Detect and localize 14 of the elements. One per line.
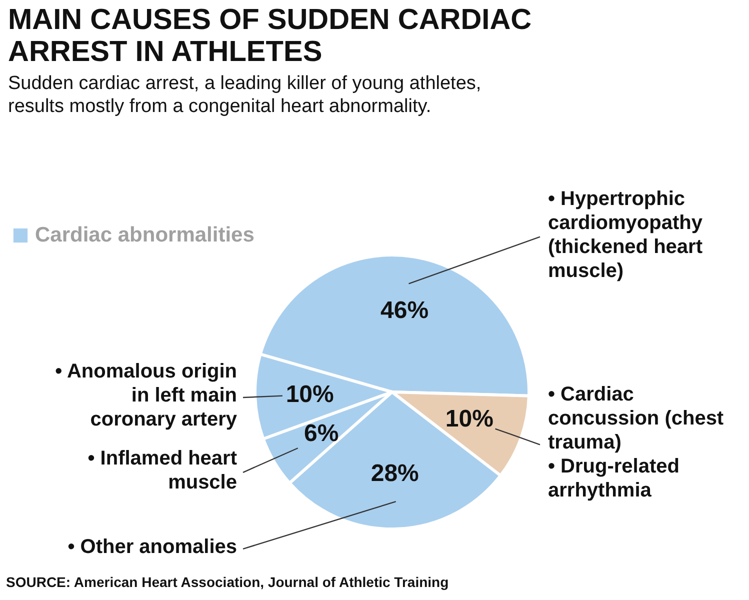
data-label: 46% bbox=[380, 296, 429, 324]
slice-label: • Other anomalies bbox=[68, 536, 237, 558]
data-label: 6% bbox=[304, 420, 339, 448]
chart-subtitle: Sudden cardiac arrest, a leading killer of young athletes, results mostly from a congenital heart abnormality. bbox=[8, 73, 482, 117]
source-note: SOURCE: American Heart Association, Journal of Athletic Training bbox=[6, 574, 449, 590]
data-label: 28% bbox=[370, 460, 419, 488]
chart-title: MAIN CAUSES OF SUDDEN CARDIAC ARREST IN ATHLETES bbox=[8, 4, 532, 68]
legend-title: Cardiac abnormalities bbox=[35, 224, 254, 246]
slice-label: • Anomalous origin in left main coronary artery bbox=[55, 360, 238, 430]
slice-label: • Cardiac concussion (chest trauma) • Drug-related arrhythmia bbox=[548, 384, 724, 502]
slice-label: • Hypertrophic cardiomyopathy (thickened heart muscle) bbox=[548, 188, 704, 282]
slice-label: • Inflamed heart muscle bbox=[88, 447, 238, 494]
data-label: 10% bbox=[286, 380, 334, 408]
data-label: 10% bbox=[445, 406, 494, 433]
